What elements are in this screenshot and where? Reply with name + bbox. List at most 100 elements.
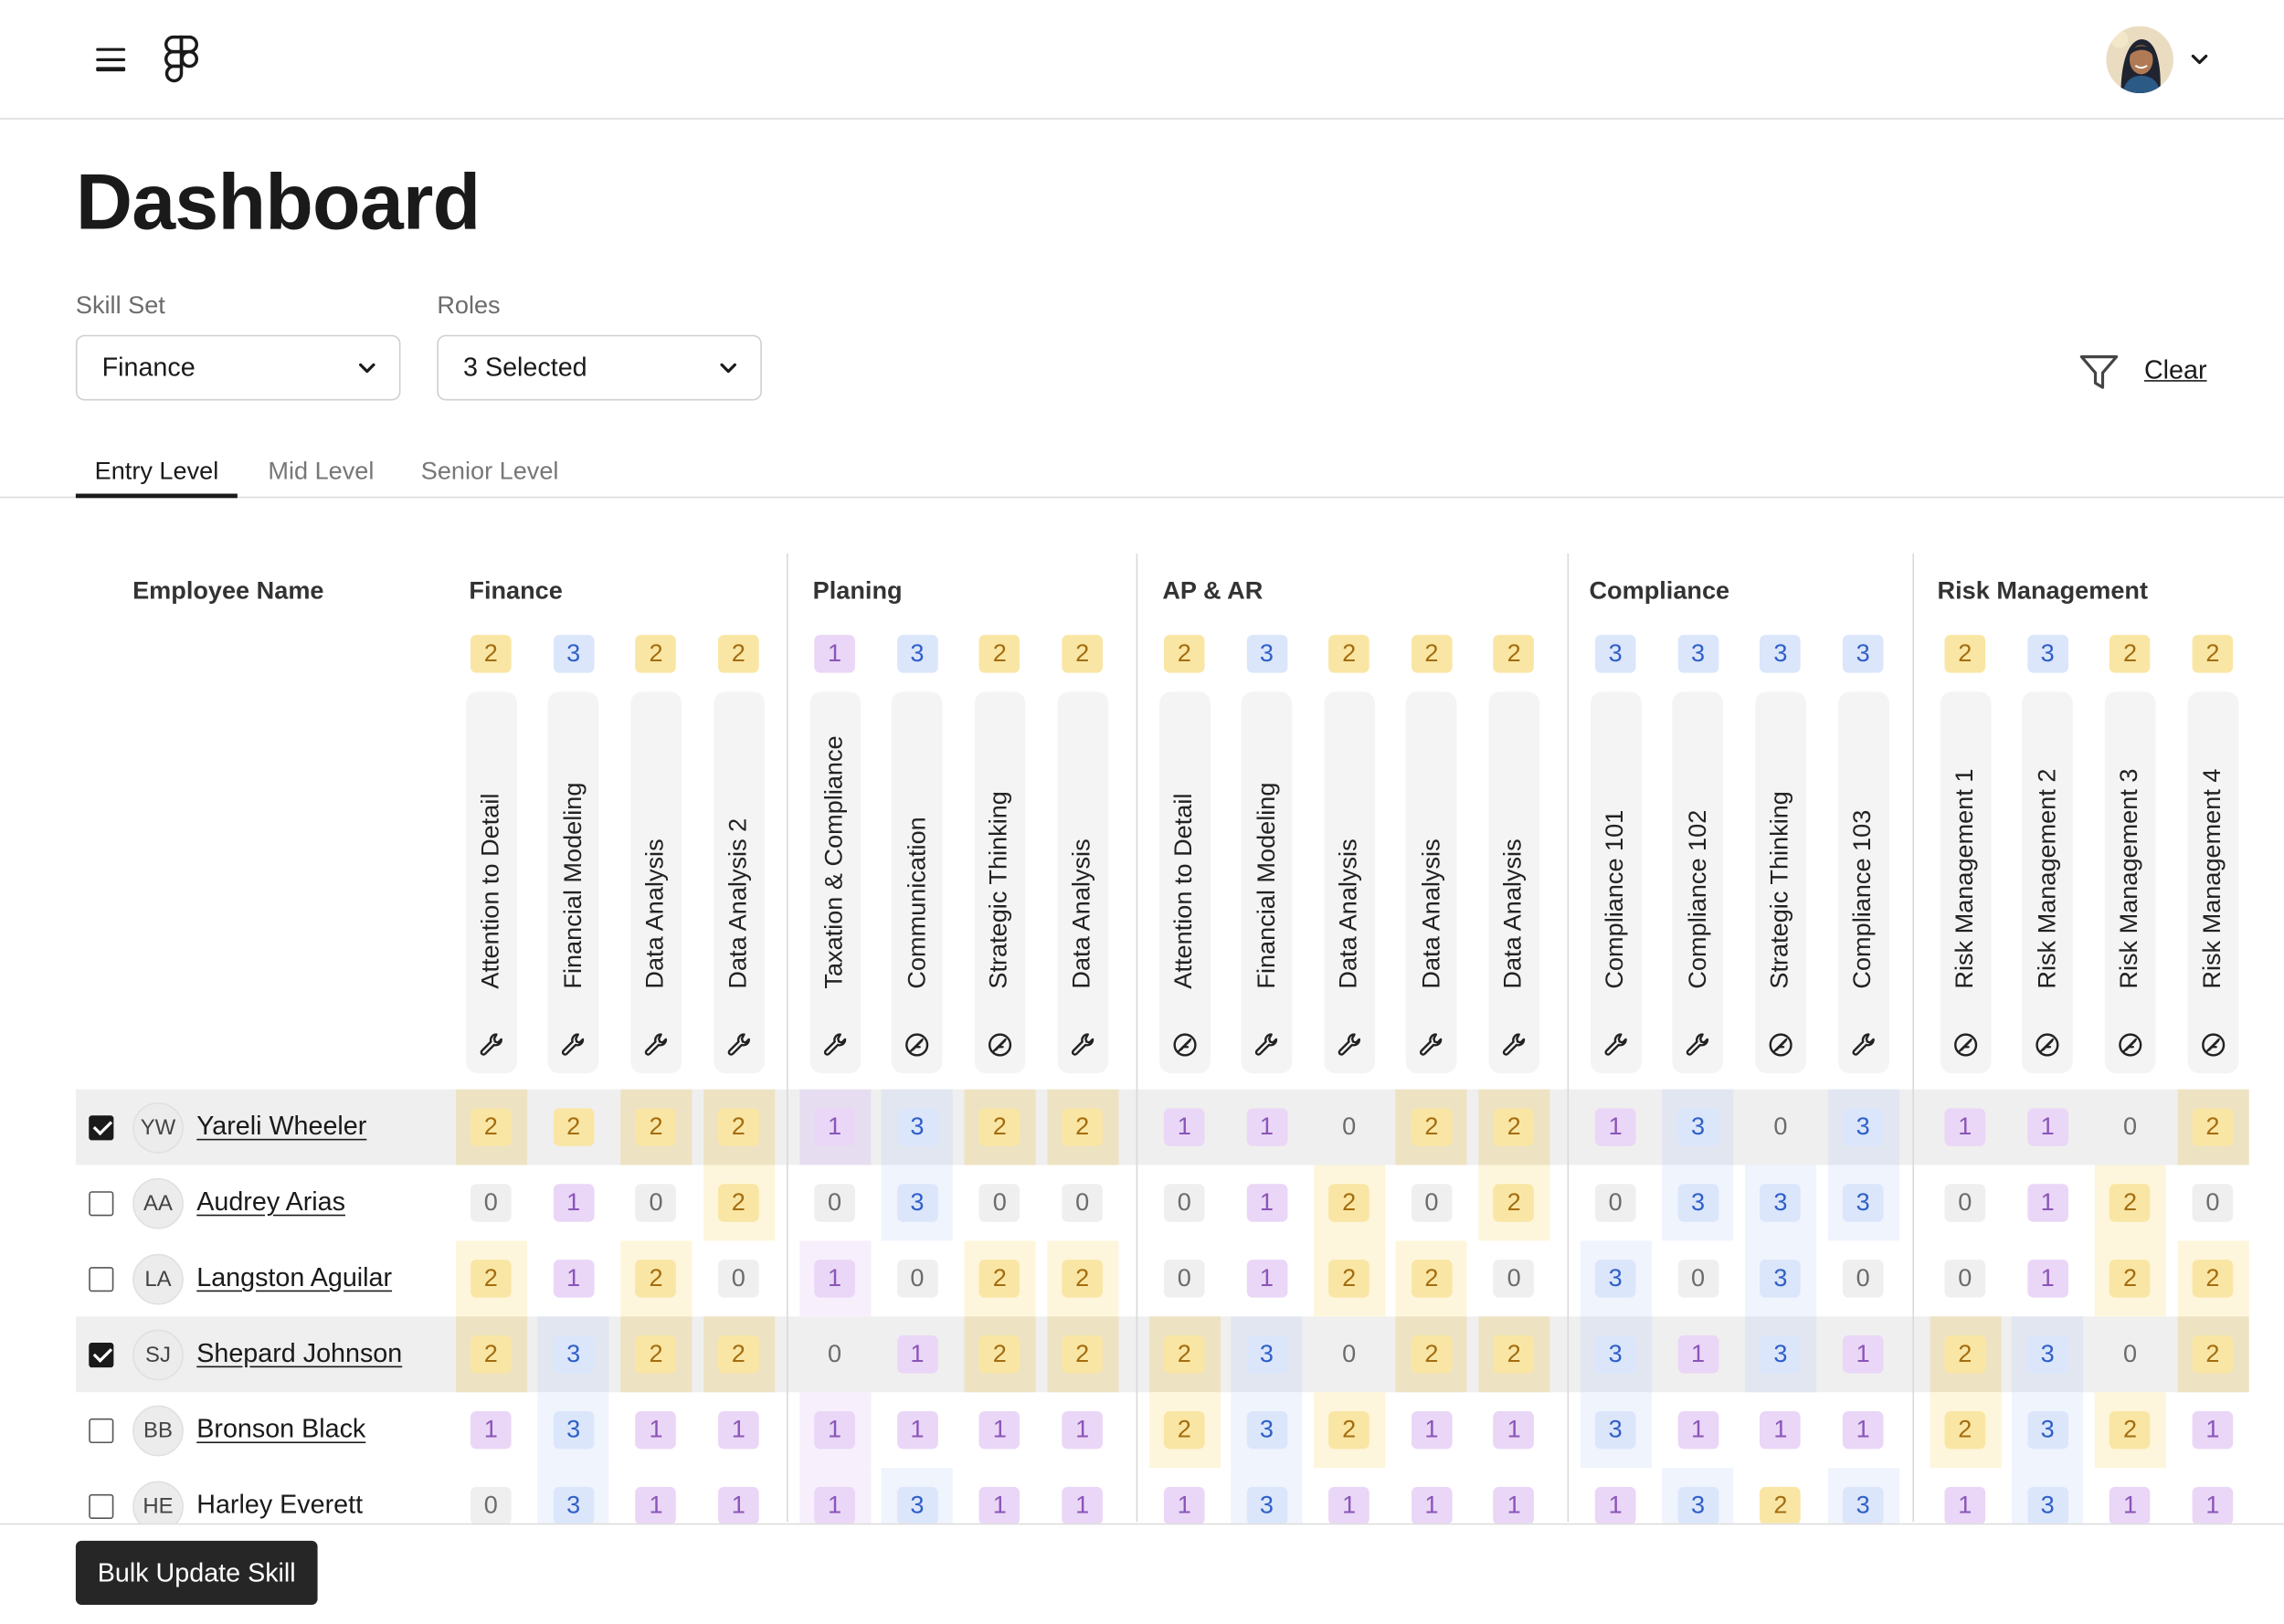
skill-score-cell[interactable]: 2 xyxy=(1062,1335,1103,1374)
skill-score-cell[interactable]: 0 xyxy=(1062,1184,1103,1222)
skill-score-cell[interactable]: 1 xyxy=(1677,1410,1718,1450)
skill-score-cell[interactable]: 1 xyxy=(1842,1335,1884,1374)
skill-column-header[interactable]: Strategic Thinking xyxy=(974,691,1026,1074)
skill-score-cell[interactable]: 1 xyxy=(1944,1108,1986,1146)
skill-score-cell[interactable]: 2 xyxy=(2192,1108,2234,1146)
skill-score-cell[interactable]: 1 xyxy=(1493,1410,1535,1450)
clear-filters-link[interactable]: Clear xyxy=(2143,355,2207,385)
skill-score-cell[interactable]: 1 xyxy=(2110,1486,2151,1525)
skill-score-cell[interactable]: 0 xyxy=(470,1486,512,1525)
skill-score-cell[interactable]: 2 xyxy=(718,1335,759,1374)
skill-score-cell[interactable]: 2 xyxy=(635,1335,677,1374)
skill-score-cell[interactable]: 1 xyxy=(718,1486,759,1525)
skill-score-cell[interactable]: 3 xyxy=(1677,1108,1718,1146)
skill-score-cell[interactable]: 1 xyxy=(2026,1108,2068,1146)
skill-column-header[interactable]: Compliance 102 xyxy=(1672,691,1724,1074)
skill-score-cell[interactable]: 2 xyxy=(978,1260,1020,1298)
skill-column-header[interactable]: Risk Management 3 xyxy=(2104,691,2156,1074)
skill-score-cell[interactable]: 1 xyxy=(1411,1410,1453,1450)
skill-score-cell[interactable]: 0 xyxy=(2110,1108,2151,1146)
skill-score-cell[interactable]: 2 xyxy=(1760,1486,1802,1525)
hamburger-menu-icon[interactable] xyxy=(96,47,126,72)
skill-score-cell[interactable]: 3 xyxy=(1594,1260,1636,1298)
skill-column-header[interactable]: Financial Modeling xyxy=(547,691,599,1074)
skill-score-cell[interactable]: 0 xyxy=(2192,1184,2234,1222)
skill-score-cell[interactable]: 3 xyxy=(1842,1486,1884,1525)
skill-score-cell[interactable]: 0 xyxy=(896,1260,938,1298)
skill-column-header[interactable]: Data Analysis xyxy=(1056,691,1108,1074)
skill-score-cell[interactable]: 1 xyxy=(2026,1184,2068,1222)
employee-name-link[interactable]: Bronson Black xyxy=(196,1414,366,1444)
skill-score-cell[interactable]: 2 xyxy=(2110,1260,2151,1298)
figma-logo-icon[interactable] xyxy=(164,35,201,84)
skill-score-cell[interactable]: 2 xyxy=(1411,1335,1453,1374)
skill-score-cell[interactable]: 2 xyxy=(470,1260,512,1298)
employee-name-link[interactable]: Harley Everett xyxy=(196,1490,364,1519)
skill-score-cell[interactable]: 1 xyxy=(814,1108,855,1146)
skill-score-cell[interactable]: 3 xyxy=(1677,1184,1718,1222)
skill-column-header[interactable]: Taxation & Compliance xyxy=(809,691,861,1074)
skill-score-cell[interactable]: 2 xyxy=(1328,1184,1370,1222)
skill-score-cell[interactable]: 1 xyxy=(1246,1184,1287,1222)
skill-score-cell[interactable]: 2 xyxy=(1411,1260,1453,1298)
skill-score-cell[interactable]: 1 xyxy=(1760,1410,1802,1450)
skill-score-cell[interactable]: 2 xyxy=(978,1335,1020,1374)
skill-score-cell[interactable]: 1 xyxy=(553,1260,594,1298)
skill-score-cell[interactable]: 1 xyxy=(814,1260,855,1298)
skill-score-cell[interactable]: 1 xyxy=(978,1486,1020,1525)
skill-score-cell[interactable]: 3 xyxy=(1246,1486,1287,1525)
skill-score-cell[interactable]: 0 xyxy=(1760,1108,1802,1146)
skill-score-cell[interactable]: 1 xyxy=(1328,1486,1370,1525)
skill-score-cell[interactable]: 2 xyxy=(1062,1260,1103,1298)
tab-entry-level[interactable]: Entry Level xyxy=(75,458,238,499)
skill-score-cell[interactable]: 3 xyxy=(2026,1410,2068,1450)
skill-score-cell[interactable]: 0 xyxy=(470,1184,512,1222)
skill-score-cell[interactable]: 0 xyxy=(1411,1184,1453,1222)
skill-score-cell[interactable]: 2 xyxy=(978,1108,1020,1146)
skill-score-cell[interactable]: 1 xyxy=(1411,1486,1453,1525)
skill-score-cell[interactable]: 1 xyxy=(814,1410,855,1450)
skill-score-cell[interactable]: 3 xyxy=(1760,1260,1802,1298)
skill-score-cell[interactable]: 3 xyxy=(2026,1486,2068,1525)
row-checkbox[interactable] xyxy=(89,1190,114,1216)
skill-score-cell[interactable]: 2 xyxy=(553,1108,594,1146)
skill-score-cell[interactable]: 0 xyxy=(1163,1260,1205,1298)
skill-score-cell[interactable]: 1 xyxy=(1246,1108,1287,1146)
skill-column-header[interactable]: Financial Modeling xyxy=(1241,691,1293,1074)
skill-score-cell[interactable]: 3 xyxy=(1842,1184,1884,1222)
skill-score-cell[interactable]: 1 xyxy=(814,1486,855,1525)
skill-score-cell[interactable]: 2 xyxy=(2110,1410,2151,1450)
skill-column-header[interactable]: Data Analysis 2 xyxy=(713,691,765,1074)
skill-score-cell[interactable]: 3 xyxy=(1842,1108,1884,1146)
skill-column-header[interactable]: Risk Management 4 xyxy=(2186,691,2238,1074)
skill-score-cell[interactable]: 0 xyxy=(1328,1335,1370,1374)
skill-score-cell[interactable]: 1 xyxy=(1944,1486,1986,1525)
skill-score-cell[interactable]: 2 xyxy=(470,1335,512,1374)
skill-score-cell[interactable]: 0 xyxy=(1163,1184,1205,1222)
skill-score-cell[interactable]: 1 xyxy=(470,1410,512,1450)
skill-score-cell[interactable]: 0 xyxy=(1944,1184,1986,1222)
skill-score-cell[interactable]: 3 xyxy=(896,1108,938,1146)
employee-name-link[interactable]: Langston Aguilar xyxy=(196,1262,393,1292)
skill-score-cell[interactable]: 1 xyxy=(2026,1260,2068,1298)
skill-score-cell[interactable]: 2 xyxy=(635,1108,677,1146)
skill-score-cell[interactable]: 2 xyxy=(1163,1410,1205,1450)
skill-score-cell[interactable]: 3 xyxy=(1594,1335,1636,1374)
skill-score-cell[interactable]: 1 xyxy=(1677,1335,1718,1374)
skill-score-cell[interactable]: 2 xyxy=(470,1108,512,1146)
employee-name-link[interactable]: Audrey Arias xyxy=(196,1186,345,1217)
skill-score-cell[interactable]: 0 xyxy=(1677,1260,1718,1298)
skill-column-header[interactable]: Risk Management 1 xyxy=(1939,691,1991,1074)
skill-score-cell[interactable]: 2 xyxy=(1493,1184,1535,1222)
skill-score-cell[interactable]: 0 xyxy=(1842,1260,1884,1298)
skill-score-cell[interactable]: 1 xyxy=(553,1184,594,1222)
skill-score-cell[interactable]: 2 xyxy=(1163,1335,1205,1374)
skill-score-cell[interactable]: 0 xyxy=(1328,1108,1370,1146)
skill-score-cell[interactable]: 1 xyxy=(1842,1410,1884,1450)
skill-column-header[interactable]: Attention to Detail xyxy=(465,691,517,1074)
skill-score-cell[interactable]: 2 xyxy=(2192,1335,2234,1374)
skill-score-cell[interactable]: 1 xyxy=(978,1410,1020,1450)
skill-score-cell[interactable]: 0 xyxy=(814,1335,855,1374)
skill-score-cell[interactable]: 1 xyxy=(718,1410,759,1450)
skill-score-cell[interactable]: 2 xyxy=(1944,1335,1986,1374)
